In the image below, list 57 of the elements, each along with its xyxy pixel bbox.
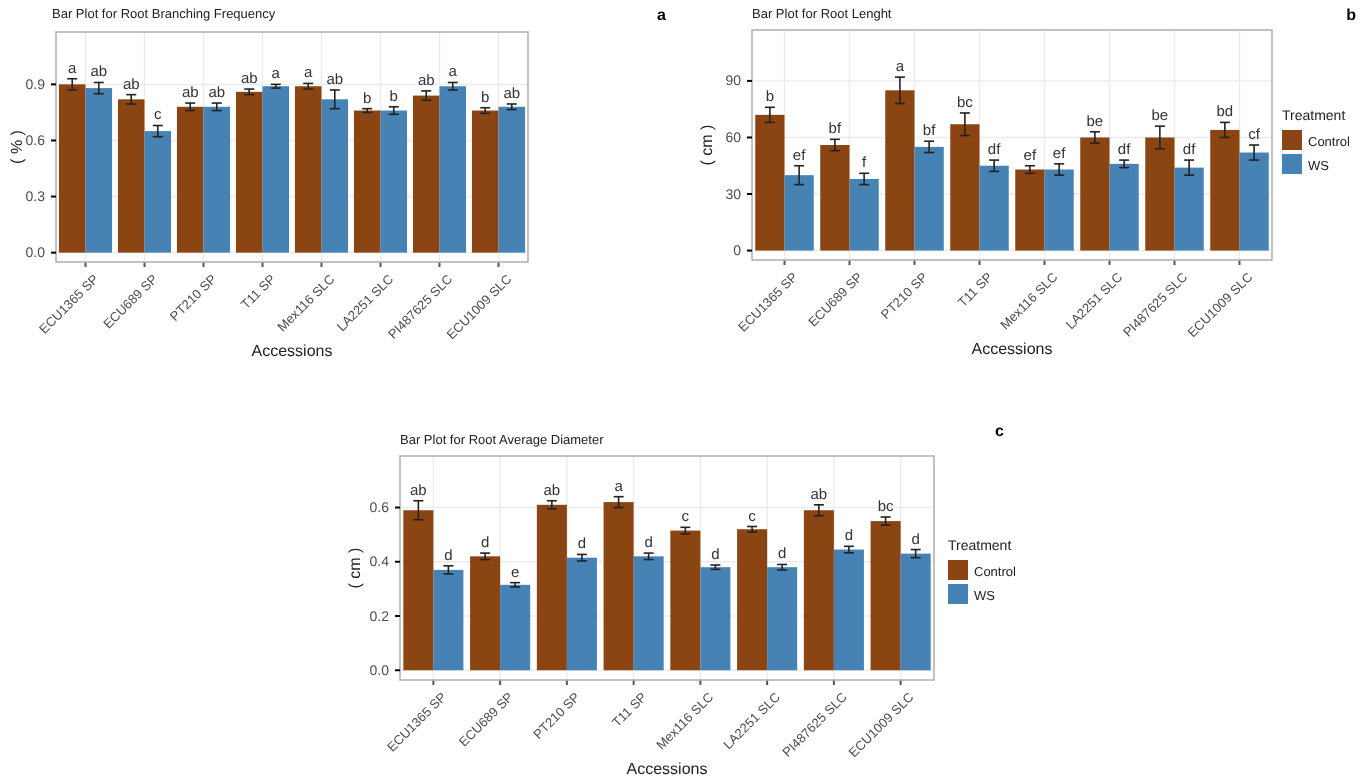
bar: [820, 145, 850, 251]
y-axis-title: ( cm ): [698, 123, 716, 166]
bar: [670, 530, 701, 671]
bar: [498, 106, 526, 253]
bar: [144, 131, 172, 253]
bar: [439, 86, 467, 253]
bar: [633, 556, 664, 671]
bar: [1239, 152, 1269, 251]
text: c: [995, 422, 1006, 440]
bar: [979, 165, 1009, 251]
bar: [176, 106, 204, 253]
bar: [294, 86, 322, 253]
bar: [262, 86, 290, 253]
bar: [1080, 137, 1110, 251]
x-axis-title: Accessions: [971, 340, 1053, 358]
bar: [1145, 137, 1175, 251]
bar: [900, 553, 931, 671]
bar: [353, 110, 381, 253]
bar: [1109, 163, 1139, 251]
text: b: [1346, 6, 1357, 24]
bar: [803, 510, 834, 671]
bar: [235, 91, 263, 253]
bar: [885, 90, 915, 251]
bar: [321, 99, 349, 253]
bar: [914, 146, 944, 251]
bar: [950, 124, 980, 251]
bar: [755, 114, 785, 251]
x-axis-title: Accessions: [251, 342, 333, 360]
y-axis-title: ( % ): [8, 129, 26, 164]
bar: [412, 95, 440, 253]
bar: [85, 88, 113, 253]
bar: [403, 510, 434, 671]
bar: [1044, 169, 1074, 251]
bar: [833, 549, 864, 671]
bar: [433, 569, 464, 671]
bar: [470, 556, 501, 671]
bar: [117, 99, 145, 253]
bar: [737, 529, 768, 671]
bar: [700, 567, 731, 671]
bar: [1174, 167, 1204, 251]
bar: [566, 557, 597, 671]
bar: [870, 521, 901, 671]
bar: [767, 567, 798, 671]
x-axis-title: Accessions: [626, 760, 708, 778]
bar: [58, 84, 86, 253]
y-axis-title: ( cm ): [346, 546, 364, 589]
bar: [380, 110, 408, 253]
bar: [1210, 129, 1240, 251]
bar: [536, 504, 567, 671]
bar: [784, 175, 814, 251]
bar: [1015, 169, 1045, 251]
bar: [603, 502, 634, 671]
bar: [471, 110, 499, 253]
bar: [500, 584, 531, 671]
bar: [203, 106, 231, 253]
text: a: [657, 6, 668, 24]
bar: [849, 178, 879, 251]
